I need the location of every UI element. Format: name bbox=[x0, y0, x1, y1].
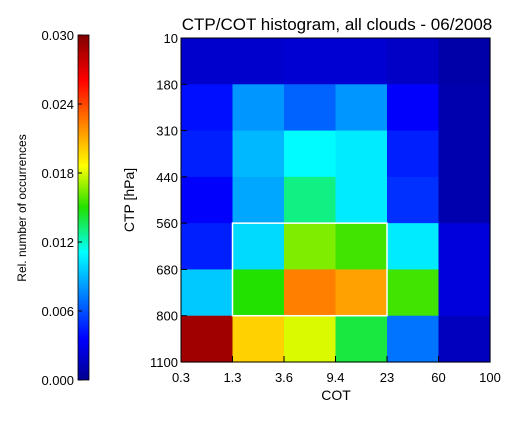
heatmap-cell bbox=[438, 315, 491, 363]
heatmap-cell bbox=[387, 315, 440, 363]
colorbar-tick-label: 0.030 bbox=[41, 28, 74, 43]
colorbar-label: Rel. number of occurrences bbox=[15, 134, 29, 281]
y-tick-label: 440 bbox=[156, 170, 178, 185]
heatmap-cell bbox=[232, 315, 285, 363]
colorbar-tick-label: 0.000 bbox=[41, 373, 74, 388]
heatmap-cell bbox=[335, 223, 388, 271]
y-axis-label: CTP [hPa] bbox=[121, 168, 137, 232]
heatmap-cell bbox=[181, 223, 234, 271]
heatmap-cell bbox=[284, 269, 337, 317]
heatmap-cell bbox=[181, 176, 234, 224]
x-tick-label: 9.4 bbox=[326, 370, 344, 385]
x-tick-label: 1.3 bbox=[223, 370, 241, 385]
heatmap-cell bbox=[181, 130, 234, 178]
colorbar-tick-label: 0.024 bbox=[41, 97, 74, 112]
chart-title: CTP/COT histogram, all clouds - 06/2008 bbox=[182, 15, 493, 34]
heatmap-cell bbox=[438, 84, 491, 132]
heatmap-cell bbox=[232, 84, 285, 132]
y-tick-label: 1100 bbox=[150, 355, 178, 370]
heatmap-cell bbox=[284, 130, 337, 178]
heatmap-cell bbox=[387, 176, 440, 224]
x-axis-ticks: 0.3 1.3 3.6 9.4 23 60 100 bbox=[172, 356, 501, 385]
heatmap-cell bbox=[232, 38, 285, 85]
heatmap-cell bbox=[335, 84, 388, 132]
heatmap-cell bbox=[181, 38, 234, 85]
colorbar-tick-label: 0.018 bbox=[41, 166, 74, 181]
y-tick-label: 10 bbox=[164, 31, 178, 46]
heatmap-cell bbox=[284, 315, 337, 363]
heatmap-cell bbox=[438, 38, 491, 85]
heatmap-cell bbox=[335, 315, 388, 363]
heatmap-cell bbox=[232, 130, 285, 178]
heatmap-cell bbox=[387, 38, 440, 85]
heatmap-cell bbox=[284, 84, 337, 132]
heatmap-cell bbox=[284, 38, 337, 85]
heatmap-cell bbox=[438, 130, 491, 178]
heatmap-cell bbox=[181, 84, 234, 132]
heatmap-cell bbox=[387, 84, 440, 132]
heatmap-cell bbox=[232, 223, 285, 271]
heatmap-highlight-box bbox=[231, 222, 388, 317]
y-tick-label: 800 bbox=[156, 309, 178, 324]
colorbar bbox=[77, 34, 90, 381]
y-tick-label: 180 bbox=[156, 77, 178, 92]
x-tick-label: 0.3 bbox=[172, 370, 190, 385]
y-tick-label: 680 bbox=[156, 262, 178, 277]
colorbar-tick-label: 0.012 bbox=[41, 235, 74, 250]
colorbar-tick-label: 0.006 bbox=[41, 304, 74, 319]
heatmap-cells bbox=[181, 38, 491, 363]
heatmap-cell bbox=[335, 130, 388, 178]
heatmap-cell bbox=[181, 315, 234, 363]
heatmap-cell bbox=[335, 38, 388, 85]
heatmap-plot-area: 10 180 310 440 560 680 800 1100 0.3 1.3 3.6 9.4 23 6… bbox=[150, 31, 501, 385]
x-tick-label: 100 bbox=[479, 370, 501, 385]
x-tick-label: 23 bbox=[380, 370, 394, 385]
heatmap-cell bbox=[438, 176, 491, 224]
x-tick-label: 3.6 bbox=[275, 370, 293, 385]
heatmap-cell bbox=[387, 130, 440, 178]
colorbar-ticks: 0.030 0.024 0.018 0.012 0.006 0.000 bbox=[41, 28, 82, 388]
heatmap-cell bbox=[232, 176, 285, 224]
x-tick-label: 60 bbox=[431, 370, 445, 385]
heatmap-cell bbox=[387, 223, 440, 271]
x-axis-label: COT bbox=[321, 387, 351, 403]
heatmap-cell bbox=[335, 176, 388, 224]
y-tick-label: 560 bbox=[156, 216, 178, 231]
heatmap-cell bbox=[438, 269, 491, 317]
heatmap-cell bbox=[335, 269, 388, 317]
heatmap-cell bbox=[181, 269, 234, 317]
y-tick-label: 310 bbox=[156, 124, 178, 139]
heatmap-cell bbox=[387, 269, 440, 317]
heatmap-cell bbox=[284, 176, 337, 224]
heatmap-cell bbox=[438, 223, 491, 271]
heatmap-cell bbox=[232, 269, 285, 317]
y-axis-ticks: 10 180 310 440 560 680 800 1100 bbox=[150, 31, 187, 370]
heatmap-cell bbox=[284, 223, 337, 271]
